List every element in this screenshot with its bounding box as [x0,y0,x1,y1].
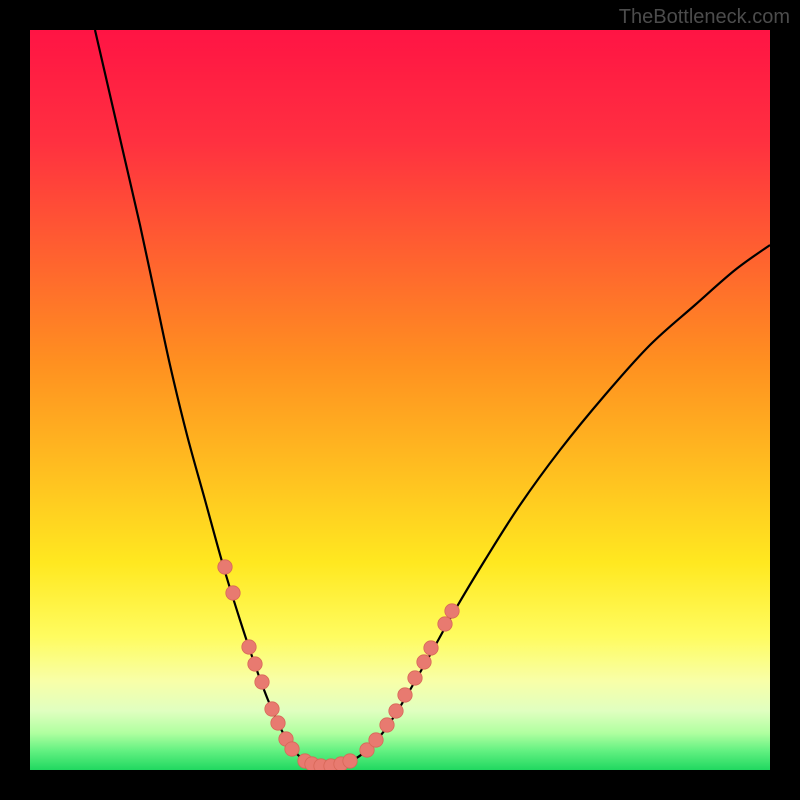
data-marker [417,655,431,669]
data-marker [380,718,394,732]
data-marker [226,586,240,600]
data-marker [424,641,438,655]
chart-plot-area [30,30,770,770]
data-marker [369,733,383,747]
data-marker [248,657,262,671]
data-marker [389,704,403,718]
data-marker [255,675,269,689]
data-marker [408,671,422,685]
chart-container: TheBottleneck.com [0,0,800,800]
data-marker [343,754,357,768]
data-marker [242,640,256,654]
data-marker [285,742,299,756]
watermark-text: TheBottleneck.com [619,6,790,29]
data-marker [398,688,412,702]
data-marker [438,617,452,631]
data-marker [218,560,232,574]
data-marker [271,716,285,730]
chart-svg [30,30,770,770]
chart-background [30,30,770,770]
data-marker [445,604,459,618]
data-marker [265,702,279,716]
